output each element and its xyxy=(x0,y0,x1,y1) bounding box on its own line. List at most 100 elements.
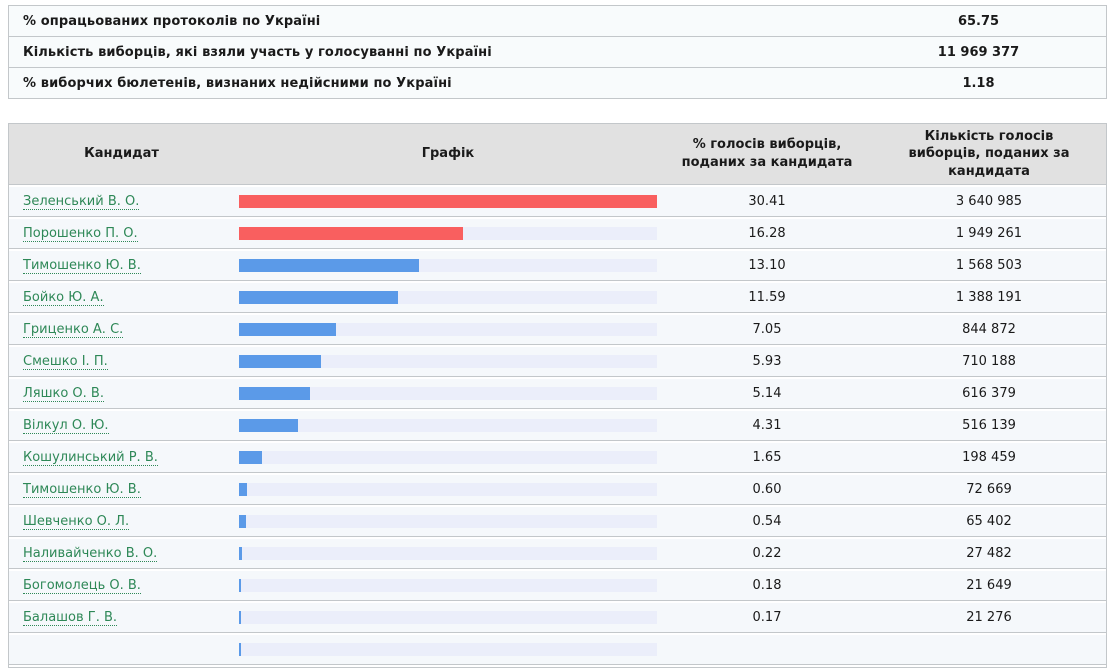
summary-value-protocols: 65.75 xyxy=(957,13,1000,29)
candidate-row: Шевченко О. Л. 0.54 65 402 xyxy=(9,507,1106,537)
votes-value: 3 640 985 xyxy=(955,194,1023,209)
candidate-name-cell: Тимошенко Ю. В. xyxy=(9,258,234,274)
results-header-row: Кандидат Графік % голосів виборців, пода… xyxy=(9,124,1106,185)
candidate-row: Наливайченко В. О. 0.22 27 482 xyxy=(9,539,1106,569)
votes-value: 1 949 261 xyxy=(955,226,1023,241)
candidate-row: Смешко І. П. 5.93 710 188 xyxy=(9,347,1106,377)
percent-value: 1.65 xyxy=(752,450,782,465)
graph-cell xyxy=(234,323,662,336)
percent-value: 0.54 xyxy=(752,514,782,529)
candidate-row: Тимошенко Ю. В. 0.60 72 669 xyxy=(9,475,1106,505)
candidate-row: Гриценко А. С. 7.05 844 872 xyxy=(9,315,1106,345)
vote-bar xyxy=(239,483,248,496)
candidate-link[interactable]: Порошенко П. О. xyxy=(23,226,138,242)
candidate-link[interactable]: Вілкул О. Ю. xyxy=(23,418,109,434)
vote-bar xyxy=(239,451,262,464)
candidate-name-cell: Вілкул О. Ю. xyxy=(9,418,234,434)
summary-row-invalid-ballots: % виборчих бюлетенів, визнаних недійсним… xyxy=(9,68,1106,98)
percent-value: 5.93 xyxy=(752,354,782,369)
graph-cell xyxy=(234,355,662,368)
percent-value: 0.17 xyxy=(752,610,782,625)
candidate-row: Тимошенко Ю. В. 13.10 1 568 503 xyxy=(9,251,1106,281)
vote-bar xyxy=(239,259,420,272)
summary-table: % опрацьованих протоколів по Україні 65.… xyxy=(8,5,1107,99)
vote-bar-track xyxy=(239,195,657,208)
graph-cell xyxy=(234,579,662,592)
vote-bar-track xyxy=(239,419,657,432)
vote-bar-track xyxy=(239,355,657,368)
vote-bar xyxy=(239,355,321,368)
candidate-row: Вілкул О. Ю. 4.31 516 139 xyxy=(9,411,1106,441)
results-table: Кандидат Графік % голосів виборців, пода… xyxy=(8,123,1107,668)
graph-cell xyxy=(234,195,662,208)
vote-bar-track xyxy=(239,611,657,624)
candidate-link[interactable]: Зеленський В. О. xyxy=(23,194,140,210)
votes-value: 616 379 xyxy=(962,386,1016,401)
graph-cell xyxy=(234,291,662,304)
candidate-row: Балашов Г. В. 0.17 21 276 xyxy=(9,603,1106,633)
vote-bar-track xyxy=(239,323,657,336)
vote-bar xyxy=(239,195,657,208)
graph-cell xyxy=(234,419,662,432)
vote-bar-track xyxy=(239,547,657,560)
candidate-name-cell: Ляшко О. В. xyxy=(9,386,234,402)
votes-value: 710 188 xyxy=(962,354,1016,369)
candidate-name-cell: Кошулинський Р. В. xyxy=(9,450,234,466)
column-header-votes: Кількість голосів виборців, поданих за к… xyxy=(908,128,1070,179)
candidate-link[interactable]: Гриценко А. С. xyxy=(23,322,124,338)
vote-bar xyxy=(239,611,242,624)
candidate-name-cell: Шевченко О. Л. xyxy=(9,514,234,530)
votes-value: 516 139 xyxy=(962,418,1016,433)
candidate-row: Ляшко О. В. 5.14 616 379 xyxy=(9,379,1106,409)
vote-bar xyxy=(239,291,399,304)
column-header-candidate: Кандидат xyxy=(84,146,159,162)
percent-value: 7.05 xyxy=(752,322,782,337)
percent-value: 0.60 xyxy=(752,482,782,497)
vote-bar xyxy=(239,419,299,432)
summary-row-protocols: % опрацьованих протоколів по Україні 65.… xyxy=(9,6,1106,37)
vote-bar xyxy=(239,579,242,592)
percent-value: 11.59 xyxy=(748,290,786,305)
candidate-link[interactable]: Балашов Г. В. xyxy=(23,610,118,626)
candidate-link[interactable]: Бойко Ю. А. xyxy=(23,290,104,306)
percent-value: 30.41 xyxy=(748,194,786,209)
candidate-link[interactable]: Наливайченко В. О. xyxy=(23,546,158,562)
candidate-row: Богомолець О. В. 0.18 21 649 xyxy=(9,571,1106,601)
vote-bar-track xyxy=(239,291,657,304)
vote-bar xyxy=(239,387,310,400)
percent-value: 5.14 xyxy=(752,386,782,401)
votes-value: 21 649 xyxy=(966,578,1012,593)
vote-bar-track xyxy=(239,259,657,272)
summary-label-invalid-ballots: % виборчих бюлетенів, визнаних недійсним… xyxy=(23,75,452,91)
vote-bar-track xyxy=(239,483,657,496)
candidate-link[interactable]: Тимошенко Ю. В. xyxy=(23,258,141,274)
graph-cell xyxy=(234,227,662,240)
votes-value: 21 276 xyxy=(966,610,1012,625)
graph-cell xyxy=(234,483,662,496)
summary-label-turnout: Кількість виборців, які взяли участь у г… xyxy=(23,44,492,60)
candidate-link[interactable]: Богомолець О. В. xyxy=(23,578,141,594)
votes-value: 1 568 503 xyxy=(955,258,1023,273)
summary-row-turnout: Кількість виборців, які взяли участь у г… xyxy=(9,37,1106,68)
vote-bar-track xyxy=(239,515,657,528)
votes-value: 1 388 191 xyxy=(955,290,1023,305)
results-rows: Зеленський В. О. 30.41 3 640 985 Порошен… xyxy=(9,187,1106,665)
candidate-link[interactable]: Шевченко О. Л. xyxy=(23,514,130,530)
candidate-link[interactable]: Ляшко О. В. xyxy=(23,386,104,402)
candidate-name-cell: Гриценко А. С. xyxy=(9,322,234,338)
candidate-name-cell: Бойко Ю. А. xyxy=(9,290,234,306)
candidate-name-cell: Зеленський В. О. xyxy=(9,194,234,210)
summary-value-invalid-ballots: 1.18 xyxy=(962,75,995,91)
votes-value: 198 459 xyxy=(962,450,1016,465)
candidate-link[interactable]: Смешко І. П. xyxy=(23,354,108,370)
vote-bar-track xyxy=(239,579,657,592)
percent-value: 13.10 xyxy=(748,258,786,273)
summary-label-protocols: % опрацьованих протоколів по Україні xyxy=(23,13,321,29)
column-header-graph: Графік xyxy=(421,146,475,162)
candidate-row: Зеленський В. О. 30.41 3 640 985 xyxy=(9,187,1106,217)
candidate-name-cell: Смешко І. П. xyxy=(9,354,234,370)
vote-bar xyxy=(239,547,243,560)
candidate-link[interactable]: Тимошенко Ю. В. xyxy=(23,482,141,498)
candidate-link[interactable]: Кошулинський Р. В. xyxy=(23,450,158,466)
percent-value: 0.18 xyxy=(752,578,782,593)
